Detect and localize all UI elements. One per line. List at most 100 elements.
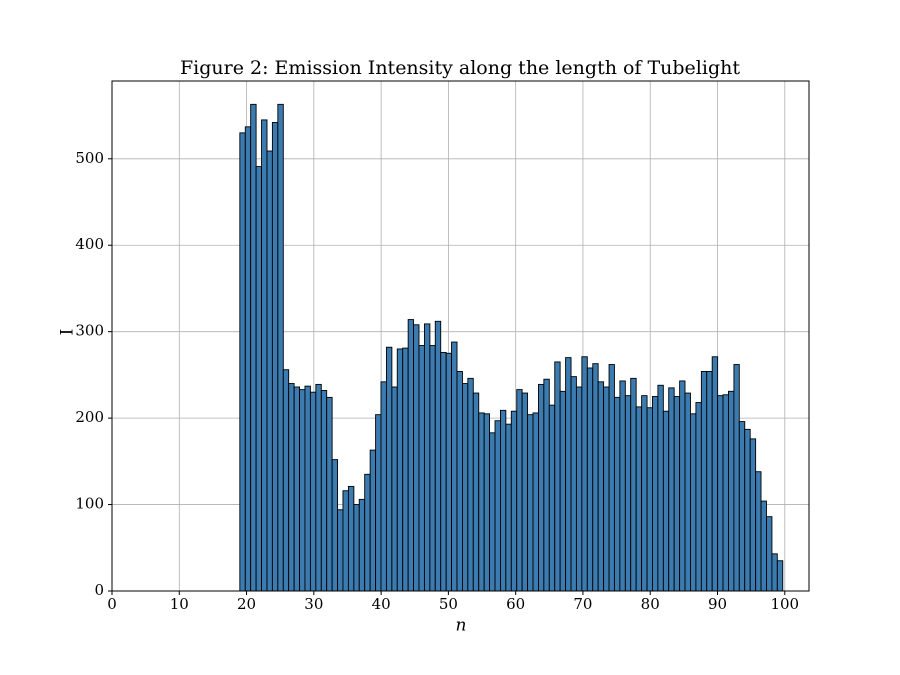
bar: [500, 409, 507, 592]
bar: [375, 414, 382, 592]
bar: [706, 370, 713, 592]
bar: [690, 413, 697, 592]
bar: [565, 357, 572, 592]
y-tick-label: 300: [75, 322, 104, 340]
y-tick-label: 200: [75, 408, 104, 426]
bar: [700, 370, 708, 592]
bar: [364, 473, 371, 592]
bar: [548, 404, 556, 592]
plot-frame: [111, 80, 810, 592]
bar: [277, 103, 284, 592]
y-tick-label: 100: [75, 495, 104, 513]
bar: [668, 387, 675, 592]
bar: [673, 396, 681, 592]
bar: [722, 394, 729, 592]
bar: [505, 423, 512, 592]
bar: [342, 490, 349, 592]
x-tick-label: 30: [304, 595, 323, 613]
bar: [711, 356, 719, 592]
bar: [331, 459, 339, 592]
x-tick-label: 70: [573, 595, 592, 613]
bar: [315, 383, 322, 592]
bar: [293, 386, 301, 592]
bar: [651, 396, 659, 592]
bar: [326, 396, 333, 592]
bar: [657, 384, 664, 592]
bar: [679, 380, 686, 592]
bar: [662, 410, 670, 592]
bar: [309, 391, 317, 592]
bar: [369, 449, 377, 592]
bar: [385, 346, 393, 592]
bar: [603, 386, 610, 592]
bar: [559, 390, 567, 592]
bar: [282, 369, 290, 592]
bar: [391, 386, 398, 592]
bar: [532, 412, 539, 592]
bar: [494, 420, 501, 592]
x-tick-label: 0: [107, 595, 117, 613]
bar: [261, 119, 268, 592]
bar: [570, 376, 577, 592]
bar: [418, 345, 425, 592]
bar: [353, 504, 360, 592]
bar: [337, 509, 344, 592]
bar: [239, 132, 246, 592]
x-tick-label: 90: [708, 595, 727, 613]
bar: [619, 380, 626, 592]
bar: [597, 381, 605, 592]
bar: [434, 320, 442, 592]
bar: [733, 364, 740, 592]
x-tick-label: 100: [770, 595, 799, 613]
chart-title: Figure 2: Emission Intensity along the l…: [180, 57, 740, 79]
bar: [554, 361, 561, 592]
bar: [255, 166, 263, 592]
bar: [510, 410, 518, 592]
bar: [646, 407, 653, 592]
bar: [527, 414, 534, 592]
bar: [396, 348, 404, 592]
bar: [684, 392, 691, 592]
x-tick-label: 10: [170, 595, 189, 613]
bar: [738, 421, 746, 592]
bar: [717, 395, 724, 592]
y-axis-label: I: [58, 329, 78, 336]
bar: [320, 390, 328, 592]
bar: [635, 406, 643, 592]
bar: [516, 389, 523, 592]
bar: [586, 367, 594, 592]
bar: [581, 356, 588, 592]
bar: [771, 553, 778, 592]
bar: [462, 383, 469, 592]
bar: [429, 345, 436, 592]
bar: [413, 324, 420, 592]
bar: [766, 516, 773, 592]
bar: [250, 103, 257, 592]
bar: [347, 485, 355, 592]
bar: [592, 363, 599, 592]
bar: [575, 386, 583, 592]
bar: [613, 396, 621, 592]
bar: [760, 500, 767, 592]
x-tick-label: 40: [372, 595, 391, 613]
y-tick-label: 500: [75, 149, 104, 167]
x-tick-label: 20: [237, 595, 256, 613]
bar: [299, 389, 306, 592]
x-tick-label: 50: [439, 595, 458, 613]
bar: [402, 347, 409, 592]
bar: [288, 383, 295, 592]
bar: [271, 122, 279, 592]
bar: [624, 395, 632, 592]
bar: [445, 352, 453, 592]
bar: [538, 383, 545, 592]
bar: [266, 150, 273, 592]
bar: [456, 370, 463, 592]
bar: [407, 319, 414, 592]
bar: [695, 402, 702, 592]
bar: [776, 560, 784, 592]
bar: [380, 381, 387, 592]
bar: [521, 392, 529, 592]
bar: [244, 126, 252, 592]
bar: [744, 428, 751, 592]
bar: [423, 323, 431, 592]
